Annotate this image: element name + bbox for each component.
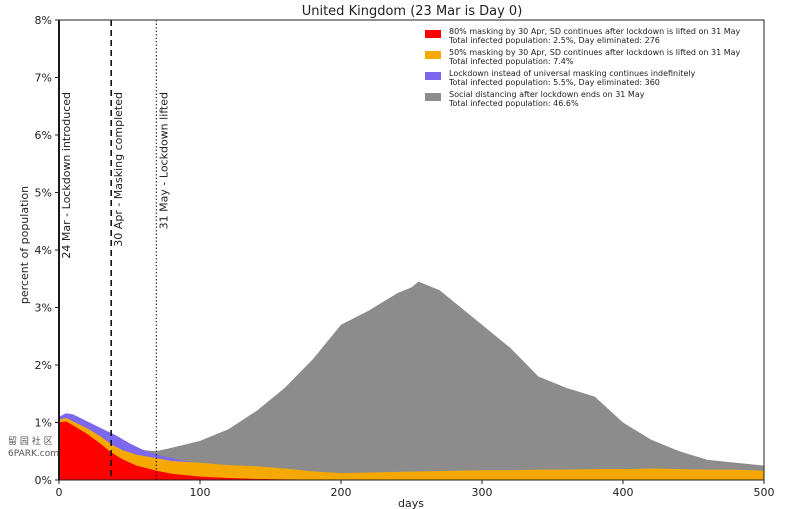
series-area-0 bbox=[59, 281, 764, 480]
x-axis-label: days bbox=[398, 497, 424, 509]
legend-swatch-0 bbox=[425, 93, 441, 101]
legend-summary-1: Total infected population: 5.5%, Day eli… bbox=[448, 78, 660, 87]
legend: 80% masking by 30 Apr, SD continues afte… bbox=[425, 27, 741, 108]
y-tick-label-3: 3% bbox=[35, 302, 52, 315]
legend-label-0: Social distancing after lockdown ends on… bbox=[449, 90, 645, 99]
legend-summary-2: Total infected population: 7.4% bbox=[448, 57, 574, 66]
legend-summary-0: Total infected population: 46.6% bbox=[448, 99, 579, 108]
y-tick-label-7: 7% bbox=[35, 72, 52, 85]
y-tick-label-1: 1% bbox=[35, 417, 52, 430]
x-tick-label-3: 300 bbox=[472, 486, 493, 499]
chart-title: United Kingdom (23 Mar is Day 0) bbox=[302, 4, 523, 19]
y-tick-label-0: 0% bbox=[35, 474, 52, 487]
legend-swatch-1 bbox=[425, 72, 441, 80]
y-tick-label-5: 5% bbox=[35, 187, 52, 200]
y-tick-label-6: 6% bbox=[35, 129, 52, 142]
x-axis: 0 100 200 300 400 500 bbox=[56, 480, 775, 499]
x-tick-label-1: 100 bbox=[190, 486, 211, 499]
y-tick-label-2: 2% bbox=[35, 359, 52, 372]
x-tick-label-0: 0 bbox=[56, 486, 63, 499]
legend-swatch-2 bbox=[425, 51, 441, 59]
legend-label-2: 50% masking by 30 Apr, SD continues afte… bbox=[449, 48, 741, 57]
event-lines: 24 Mar - Lockdown introduced 30 Apr - Mas… bbox=[58, 20, 170, 480]
vline-label-1: 30 Apr - Masking completed bbox=[112, 92, 125, 247]
legend-label-1: Lockdown instead of universal masking co… bbox=[449, 69, 696, 78]
x-tick-label-5: 500 bbox=[754, 486, 775, 499]
y-axis-label: percent of population bbox=[18, 186, 31, 304]
watermark-line1: 留 园 社 区 bbox=[8, 435, 53, 447]
vline-label-2: 31 May - Lockdown lifted bbox=[157, 92, 170, 229]
legend-summary-3: Total infected population: 2.5%, Day eli… bbox=[448, 36, 660, 45]
y-axis: 0% 1% 2% 3% 4% 5% 6% 7% 8% bbox=[35, 14, 59, 487]
x-tick-label-2: 200 bbox=[331, 486, 352, 499]
x-tick-label-4: 400 bbox=[613, 486, 634, 499]
series-areas bbox=[59, 281, 764, 480]
y-tick-label-4: 4% bbox=[35, 244, 52, 257]
watermark-line2: 6PARK.com bbox=[8, 449, 59, 459]
legend-label-3: 80% masking by 30 Apr, SD continues afte… bbox=[449, 27, 741, 36]
vline-label-0: 24 Mar - Lockdown introduced bbox=[60, 92, 73, 259]
y-tick-label-8: 8% bbox=[35, 14, 52, 27]
legend-swatch-3 bbox=[425, 30, 441, 38]
series-area-3 bbox=[59, 421, 764, 480]
watermark: 留 园 社 区 6PARK.com bbox=[8, 435, 59, 459]
